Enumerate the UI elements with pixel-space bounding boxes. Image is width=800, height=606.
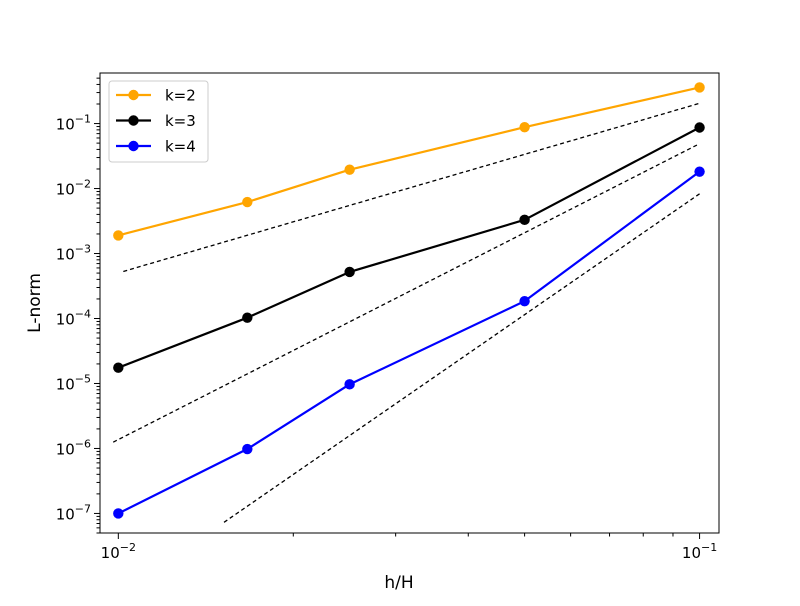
data-point-k-2 — [344, 164, 355, 175]
x-axis-label: h/H — [384, 573, 413, 593]
data-series — [113, 82, 705, 519]
reference-line-slope-4 — [223, 193, 700, 523]
legend-marker-k-2 — [128, 89, 139, 101]
data-point-k-3 — [694, 122, 705, 133]
data-point-k-3 — [344, 266, 355, 278]
legend-label-k-2: k=2 — [165, 87, 196, 105]
legend-label-k-4: k=4 — [165, 138, 196, 156]
data-point-k-4 — [113, 508, 124, 519]
legend-marker-k-4 — [128, 140, 139, 152]
data-point-k-2 — [519, 121, 530, 133]
data-point-k-4 — [519, 295, 530, 307]
data-point-k-2 — [694, 82, 705, 93]
data-point-k-4 — [242, 443, 253, 455]
data-point-k-3 — [242, 312, 253, 323]
legend-marker-k-3 — [128, 115, 139, 126]
y-axis-label: L-norm — [25, 273, 45, 333]
data-point-k-4 — [694, 166, 705, 177]
legend-label-k-3: k=3 — [165, 112, 196, 130]
plot-frame — [99, 72, 720, 534]
legend: k=2 k=3 k=4 — [108, 80, 209, 163]
data-point-k-3 — [519, 214, 530, 226]
data-point-k-2 — [242, 196, 253, 208]
data-point-k-4 — [344, 379, 355, 390]
data-point-k-3 — [113, 362, 124, 373]
reference-line-slope-3 — [112, 143, 700, 443]
data-point-k-2 — [113, 230, 124, 241]
reference-line-slope-2 — [123, 102, 700, 273]
reference-lines — [112, 102, 700, 523]
